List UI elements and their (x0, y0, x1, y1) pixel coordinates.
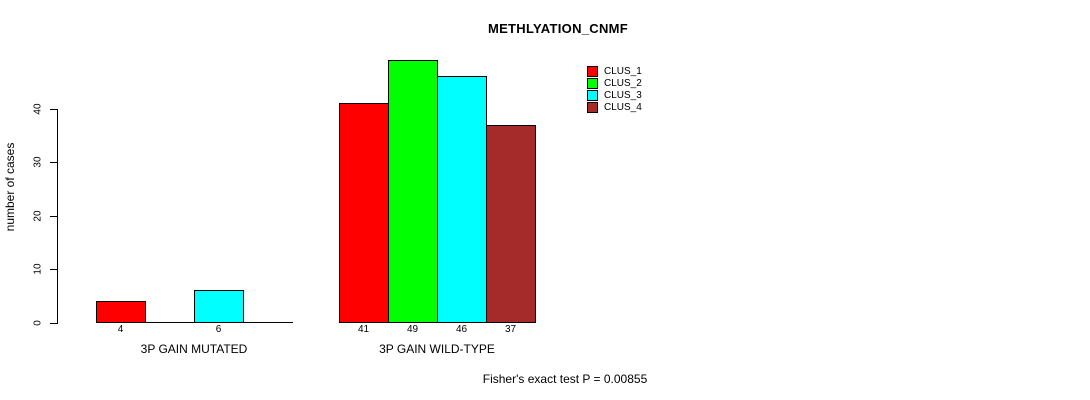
bar-clus-4 (486, 125, 536, 323)
y-axis-tick-label: 10 (32, 263, 44, 275)
bar-clus-3 (437, 76, 487, 323)
y-axis-tick-label: 0 (32, 320, 44, 326)
legend: CLUS_1 CLUS_2 CLUS_3 CLUS_4 (587, 65, 642, 113)
legend-label: CLUS_3 (604, 89, 642, 101)
y-axis-tick-label: 30 (32, 156, 44, 168)
y-axis-label: number of cases (3, 142, 17, 232)
x-group-label: 3P GAIN WILD-TYPE (379, 342, 495, 356)
legend-entry-clus-1: CLUS_1 (587, 65, 642, 77)
legend-entry-clus-4: CLUS_4 (587, 101, 642, 113)
chart-title: METHLYATION_CNMF (487, 21, 629, 36)
bar-value-label: 6 (215, 324, 222, 335)
legend-color-swatch (587, 77, 598, 89)
legend-label: CLUS_1 (604, 65, 642, 77)
legend-entry-clus-3: CLUS_3 (587, 89, 642, 101)
fisher-test-annotation: Fisher's exact test P = 0.00855 (482, 372, 648, 386)
y-axis-tick (50, 216, 57, 217)
y-axis-tick-label: 40 (32, 103, 44, 115)
bar-clus-1 (96, 301, 146, 323)
x-group-label: 3P GAIN MUTATED (140, 342, 248, 356)
legend-color-swatch (587, 101, 598, 113)
y-axis-tick (50, 162, 57, 163)
y-axis-line (57, 109, 58, 324)
y-axis-tick (50, 109, 57, 110)
y-axis-tick (50, 323, 57, 324)
bar-clus-3 (194, 290, 244, 323)
bar-value-label: 4 (117, 324, 124, 335)
zero-height-bar-clus-2 (145, 322, 195, 323)
legend-label: CLUS_2 (604, 77, 642, 89)
bar-value-label: 41 (357, 324, 370, 335)
bar-clus-1 (339, 103, 389, 323)
y-axis-tick (50, 269, 57, 270)
bar-value-label: 37 (504, 324, 517, 335)
bar-value-label: 46 (455, 324, 468, 335)
legend-color-swatch (587, 89, 598, 101)
zero-height-bar-clus-4 (243, 322, 293, 323)
legend-color-swatch (587, 65, 598, 77)
bar-clus-2 (388, 60, 438, 323)
legend-label: CLUS_4 (604, 101, 642, 113)
legend-entry-clus-2: CLUS_2 (587, 77, 642, 89)
bar-value-label: 49 (406, 324, 419, 335)
y-axis-tick-label: 20 (32, 210, 44, 222)
